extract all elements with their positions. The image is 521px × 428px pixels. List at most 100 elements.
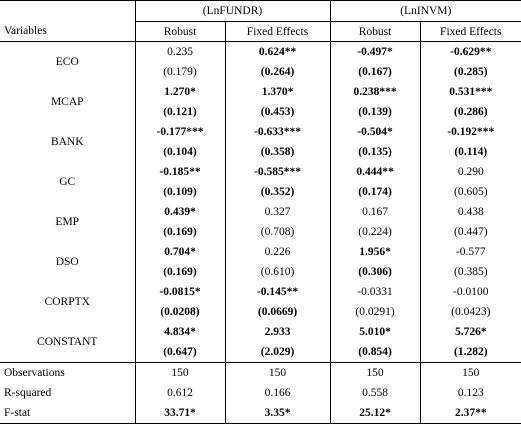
coef-cell: -0.577 [419,242,521,262]
se-cell: (0.358) [224,142,331,162]
coef-row: GC -0.185** -0.585*** 0.444** 0.290 [0,162,521,188]
stat-cell: 0.123 [419,383,521,403]
se-cell: (0.286) [419,102,521,122]
se-cell: (0.174) [329,182,421,202]
coef-cell: 1.956* [329,242,421,262]
stat-cell: 0.612 [134,383,225,403]
coef-cell: 0.327 [224,202,331,222]
se-cell: (0.447) [419,222,521,242]
se-cell: (0.385) [419,262,521,282]
se-cell: (0.0423) [419,302,521,322]
coef-cell: -0.585*** [224,162,331,182]
se-row: (0.0208) (0.0669) (0.0291) (0.0423) [0,302,521,322]
coef-cell: 0.531*** [419,82,521,102]
se-cell: (0.109) [134,182,225,202]
coef-cell: -0.0100 [419,282,521,302]
se-row: (0.647) (2.029) (0.854) (1.282) [0,342,521,363]
variable-name: CORPTX [44,296,90,308]
se-cell: (0.0669) [224,302,331,322]
se-cell: (0.610) [224,262,331,282]
stat-row: F-stat 33.71* 3.35* 25.12* 2.37** [0,403,521,424]
se-cell: (0.179) [134,62,225,82]
coef-cell: 0.444** [329,162,421,182]
se-cell: (0.647) [134,342,225,363]
variables-header: Variables [0,21,135,42]
coef-cell: 0.438 [419,202,521,222]
se-cell: (0.121) [134,102,225,122]
coef-row: DSO 0.704* 0.226 1.956* -0.577 [0,242,521,268]
stat-cell: 150 [329,362,421,383]
se-cell: (1.282) [419,342,521,363]
variable-name: ECO [55,56,79,68]
se-row: (0.109) (0.352) (0.174) (0.605) [0,182,521,202]
coef-cell: 0.704* [134,242,225,262]
coef-row: CONSTANT 4.834* 2.933 5.010* 5.726* [0,322,521,348]
coef-row: BANK -0.177*** -0.633*** -0.504* -0.192*** [0,122,521,148]
variable-name: GC [59,176,76,188]
coef-cell: -0.192*** [419,122,521,142]
variable-name: CONSTANT [37,336,98,348]
se-cell: (0.224) [329,222,421,242]
stat-cell: 150 [224,362,331,383]
coef-row: EMP 0.439* 0.327 0.167 0.438 [0,202,521,228]
coef-cell: 4.834* [134,322,225,342]
coef-row: ECO 0.235 0.624** -0.497* -0.629** [0,41,521,68]
coef-cell: 1.270* [134,82,225,102]
stat-cell: 150 [419,362,521,383]
col-header-3: Robust [329,21,421,42]
coef-cell: 0.226 [224,242,331,262]
group-header-row: (LnFUNDR) (LnINVM) [0,0,521,22]
coef-cell: 1.370* [224,82,331,102]
se-cell: (0.169) [134,222,225,242]
stat-cell: 25.12* [329,403,421,424]
se-cell: (0.167) [329,62,421,82]
variable-name: BANK [50,136,84,148]
se-cell: (0.306) [329,262,421,282]
stat-cell: 150 [134,362,225,383]
se-cell: (0.285) [419,62,521,82]
stat-name: F-stat [0,403,135,424]
coef-cell: 0.624** [224,41,331,62]
se-cell: (0.169) [134,262,225,282]
se-cell: (0.352) [224,182,331,202]
coef-cell: -0.185** [134,162,225,182]
stat-cell: 0.166 [224,383,331,403]
column-header-row: Variables Robust Fixed Effects Robust Fi… [0,21,521,42]
coef-cell: 5.726* [419,322,521,342]
se-row: (0.169) (0.610) (0.306) (0.385) [0,262,521,282]
coef-cell: -0.497* [329,41,421,62]
coef-cell: 0.290 [419,162,521,182]
se-cell: (0.0208) [134,302,225,322]
se-row: (0.169) (0.708) (0.224) (0.447) [0,222,521,242]
coef-cell: -0.0331 [329,282,421,302]
stat-name: Observations [0,362,135,383]
se-cell: (0.114) [419,142,521,162]
se-cell: (0.264) [224,62,331,82]
group-header-lnfundr: (LnFUNDR) [134,0,331,22]
se-cell: (0.0291) [329,302,421,322]
variable-name: DSO [55,256,79,268]
coef-cell: 0.167 [329,202,421,222]
stat-cell: 3.35* [224,403,331,424]
col-header-2: Fixed Effects [224,21,331,42]
coef-cell: -0.629** [419,41,521,62]
coef-cell: -0.177*** [134,122,225,142]
se-cell: (0.139) [329,102,421,122]
coef-row: MCAP 1.270* 1.370* 0.238*** 0.531*** [0,82,521,108]
stat-cell: 0.558 [329,383,421,403]
se-cell: (0.104) [134,142,225,162]
se-row: (0.179) (0.264) (0.167) (0.285) [0,62,521,82]
se-cell: (0.708) [224,222,331,242]
stat-name: R-squared [4,387,52,399]
stat-cell: 33.71* [134,403,225,424]
coef-cell: 0.238*** [329,82,421,102]
coef-cell: 0.235 [134,41,225,62]
se-cell: (0.605) [419,182,521,202]
group-header-lninvm: (LnINVM) [329,0,521,22]
se-cell: (0.854) [329,342,421,363]
coef-cell: -0.145** [224,282,331,302]
coef-cell: 5.010* [329,322,421,342]
stat-row: Observations 150 150 150 150 [0,362,521,383]
